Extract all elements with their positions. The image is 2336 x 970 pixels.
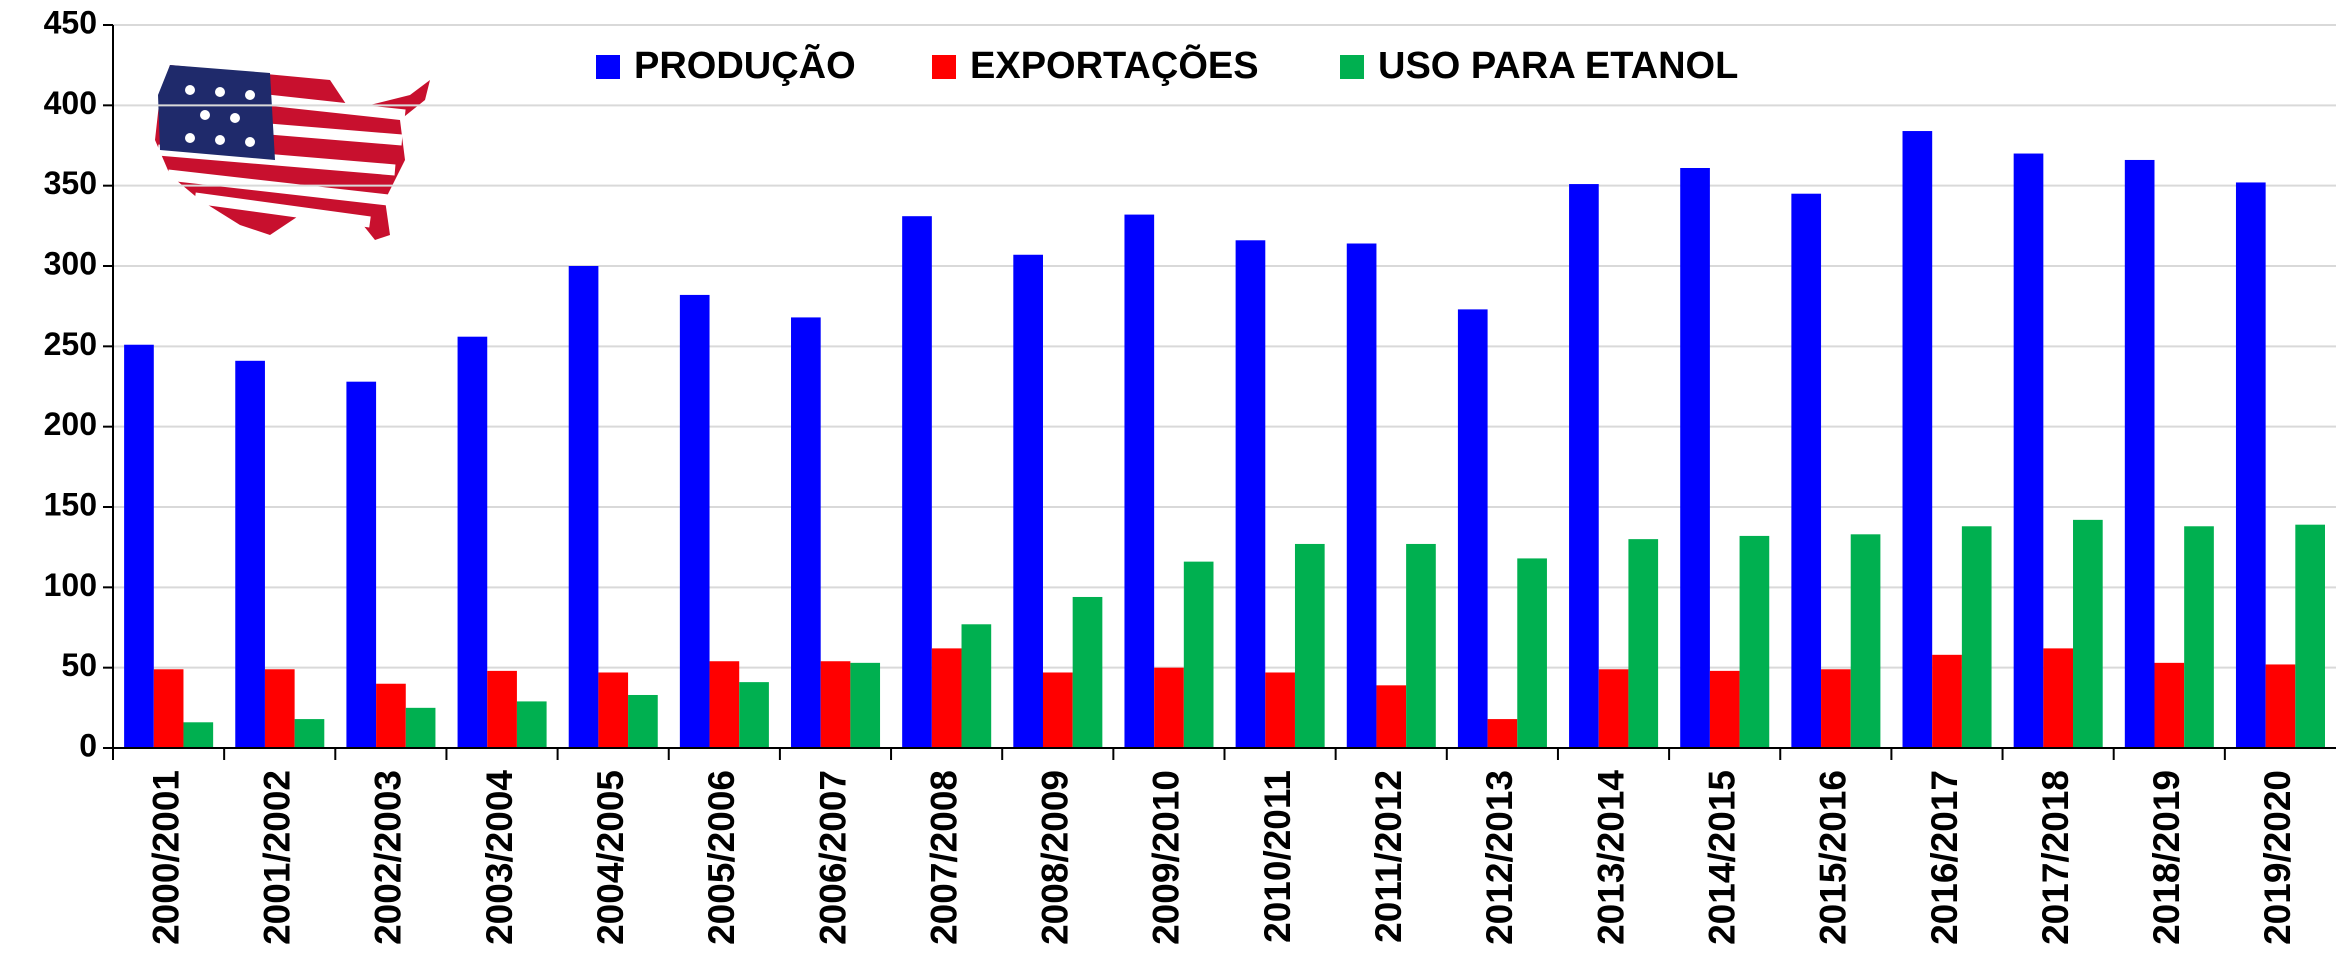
bar [1406,543,1436,748]
bar [1013,254,1043,748]
y-tick-label: 0 [79,727,97,763]
bar [1850,534,1881,748]
bar [1124,214,1155,748]
bar [850,662,881,748]
bar [405,707,436,748]
bar [902,216,932,748]
y-tick-label: 450 [44,4,97,40]
bar [628,694,658,748]
bar [2184,526,2214,748]
bar [2295,524,2325,748]
bar [153,669,184,748]
bar [679,294,710,748]
x-tick-label: 2019/2020 [2257,770,2298,945]
bar [1961,526,1992,748]
x-tick-label: 2015/2016 [1813,770,1854,945]
y-tick-label: 250 [44,326,97,362]
x-tick-label: 2013/2014 [1590,770,1631,945]
bar [1235,240,1266,748]
bar [376,683,406,748]
bar [739,682,769,748]
bar [820,661,851,748]
bar [709,661,740,748]
bar [1294,543,1325,748]
x-tick-label: 2001/2002 [257,770,298,945]
bar [1902,131,1933,749]
bar [2265,664,2296,748]
bar [457,336,488,748]
bar [961,624,992,748]
bar [2043,648,2074,748]
legend-label: EXPORTAÇÕES [970,43,1259,87]
x-tick-label: 2011/2012 [1368,770,1409,943]
bar [183,722,214,748]
bar [2073,519,2103,748]
bar [235,360,265,748]
bar [1346,243,1377,749]
x-tick-label: 2017/2018 [2035,770,2076,945]
y-tick-label: 350 [44,165,97,201]
bar [2013,153,2044,749]
x-tick-label: 2008/2009 [1035,770,1076,945]
y-tick-label: 50 [61,647,97,683]
bar [1739,535,1770,748]
bar [1183,561,1214,748]
bar [1821,669,1851,748]
bar [1487,719,1518,748]
bar [1265,672,1295,748]
y-tick-label: 150 [44,486,97,522]
bar [1932,654,1962,748]
bar [598,672,629,748]
x-tick-label: 2006/2007 [812,770,853,945]
x-tick-label: 2002/2003 [368,770,409,945]
bar [487,670,517,748]
bar [264,669,295,748]
legend-label: PRODUÇÃO [634,43,856,87]
x-tick-label: 2007/2008 [923,770,964,945]
bar [346,381,377,748]
bar [931,648,962,748]
x-tick-label: 2016/2017 [1924,770,1965,945]
x-tick-label: 2000/2001 [145,770,186,945]
bar [2124,159,2155,748]
bar [1154,667,1184,748]
bar [1628,539,1659,748]
bar [1709,670,1740,748]
y-tick-label: 100 [44,567,97,603]
x-tick-label: 2014/2015 [1701,770,1742,945]
x-tick-label: 2012/2013 [1479,770,1520,945]
x-tick-label: 2010/2011 [1257,770,1298,943]
legend-label: USO PARA ETANOL [1378,45,1738,87]
y-tick-label: 400 [44,85,97,121]
bar [2235,182,2266,748]
x-tick-label: 2009/2010 [1146,770,1187,945]
bar [1598,669,1629,748]
bar [1072,596,1103,748]
legend-swatch [1340,55,1364,79]
flag-icon [155,65,430,240]
bar [1791,193,1822,748]
x-tick-label: 2005/2006 [701,770,742,945]
bar [294,719,325,748]
bar [2154,662,2185,748]
bar [1680,167,1710,748]
bar [568,266,599,748]
y-tick-label: 300 [44,245,97,281]
bar [1376,685,1407,748]
legend-swatch [596,55,620,79]
bar [1569,184,1599,748]
bar [1042,672,1073,748]
x-tick-label: 2004/2005 [590,770,631,945]
bar [124,344,154,748]
x-tick-label: 2018/2019 [2146,770,2187,945]
bar [1517,558,1547,748]
y-tick-label: 200 [44,406,97,442]
legend-swatch [932,55,956,79]
bar [516,701,547,748]
x-tick-label: 2003/2004 [479,770,520,945]
bar [791,317,821,748]
bar [1457,309,1488,748]
